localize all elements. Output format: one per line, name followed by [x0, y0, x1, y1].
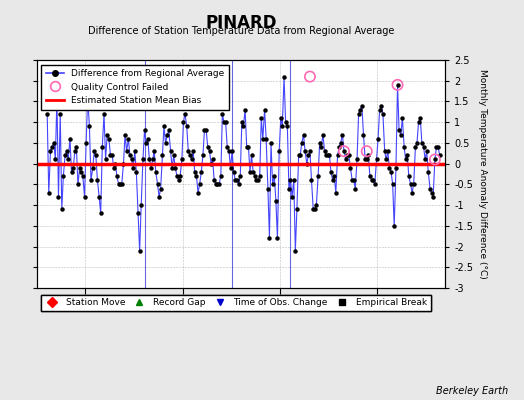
Point [340, 148, 348, 154]
Text: PINARD: PINARD [205, 14, 277, 32]
Text: Difference of Station Temperature Data from Regional Average: Difference of Station Temperature Data f… [88, 26, 394, 36]
Text: Berkeley Earth: Berkeley Earth [436, 386, 508, 396]
Point [394, 82, 402, 88]
Point [431, 156, 439, 163]
Legend: Station Move, Record Gap, Time of Obs. Change, Empirical Break: Station Move, Record Gap, Time of Obs. C… [41, 295, 431, 311]
Point [363, 148, 371, 154]
Y-axis label: Monthly Temperature Anomaly Difference (°C): Monthly Temperature Anomaly Difference (… [478, 69, 487, 279]
Point [305, 73, 314, 80]
